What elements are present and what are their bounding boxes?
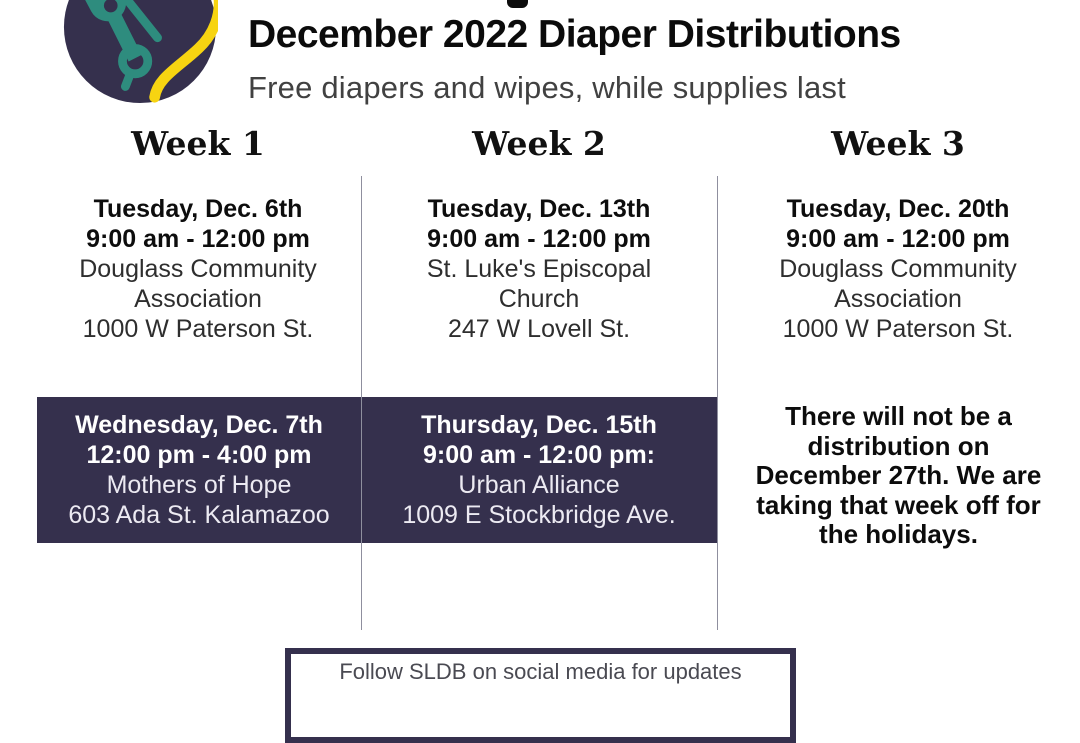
column-divider-left [361, 176, 362, 630]
no-distribution-note: There will not be a distribution on Dece… [717, 401, 1080, 550]
page-subtitle: Free diapers and wipes, while supplies l… [248, 70, 846, 105]
note-line: distribution on [807, 430, 990, 461]
event-venue: Church [498, 285, 580, 313]
social-media-callout-box: Follow SLDB on social media for updates [285, 648, 796, 743]
event-time: 9:00 am - 12:00 pm [427, 225, 651, 253]
event-date: Tuesday, Dec. 20th [786, 195, 1010, 223]
week-1-header: Week 1 [131, 124, 265, 163]
week-1-top-event: Tuesday, Dec. 6th 9:00 am - 12:00 pm Dou… [36, 194, 360, 344]
week-2-header: Week 2 [472, 124, 606, 163]
cropped-text-fragment [507, 0, 528, 8]
week-2-highlighted-event: Thursday, Dec. 15th 9:00 am - 12:00 pm: … [361, 397, 717, 543]
event-address: 1000 W Paterson St. [82, 315, 314, 343]
event-time: 12:00 pm - 4:00 pm [86, 441, 312, 469]
event-venue: Association [834, 285, 962, 313]
event-date: Wednesday, Dec. 7th [75, 411, 323, 439]
diaper-pin-heart-logo [62, 0, 225, 105]
note-line: taking that week off for [756, 489, 1041, 520]
event-time: 9:00 am - 12:00 pm [86, 225, 310, 253]
week-1-highlighted-event: Wednesday, Dec. 7th 12:00 pm - 4:00 pm M… [37, 397, 361, 543]
event-venue: St. Luke's Episcopal [426, 255, 652, 283]
note-line: the holidays. [819, 519, 978, 549]
week-2-top-event: Tuesday, Dec. 13th 9:00 am - 12:00 pm St… [361, 194, 717, 344]
event-venue: Douglass Community [779, 255, 1017, 283]
social-media-callout-text: Follow SLDB on social media for updates [339, 659, 742, 684]
event-date: Thursday, Dec. 15th [421, 411, 657, 439]
week-3-header: Week 3 [831, 124, 965, 163]
week-3-top-event: Tuesday, Dec. 20th 9:00 am - 12:00 pm Do… [717, 194, 1079, 344]
event-venue: Urban Alliance [458, 471, 620, 499]
column-divider-right [717, 176, 718, 630]
event-address: 1000 W Paterson St. [782, 315, 1014, 343]
event-time: 9:00 am - 12:00 pm [786, 225, 1010, 253]
event-time: 9:00 am - 12:00 pm: [422, 441, 656, 469]
event-address: 603 Ada St. Kalamazoo [68, 501, 330, 529]
note-line: December 27th. We are [755, 460, 1042, 490]
event-date: Tuesday, Dec. 13th [427, 195, 651, 223]
event-date: Tuesday, Dec. 6th [93, 195, 303, 223]
page-title: December 2022 Diaper Distributions [248, 13, 901, 56]
logo-graphic [63, 0, 225, 104]
event-venue: Douglass Community [79, 255, 317, 283]
note-line: There will not be a [785, 401, 1012, 431]
event-address: 247 W Lovell St. [447, 315, 631, 343]
event-venue: Association [134, 285, 262, 313]
header: December 2022 Diaper Distributions Free … [248, 12, 1076, 106]
event-address: 1009 E Stockbridge Ave. [402, 501, 676, 529]
event-venue: Mothers of Hope [106, 471, 292, 499]
